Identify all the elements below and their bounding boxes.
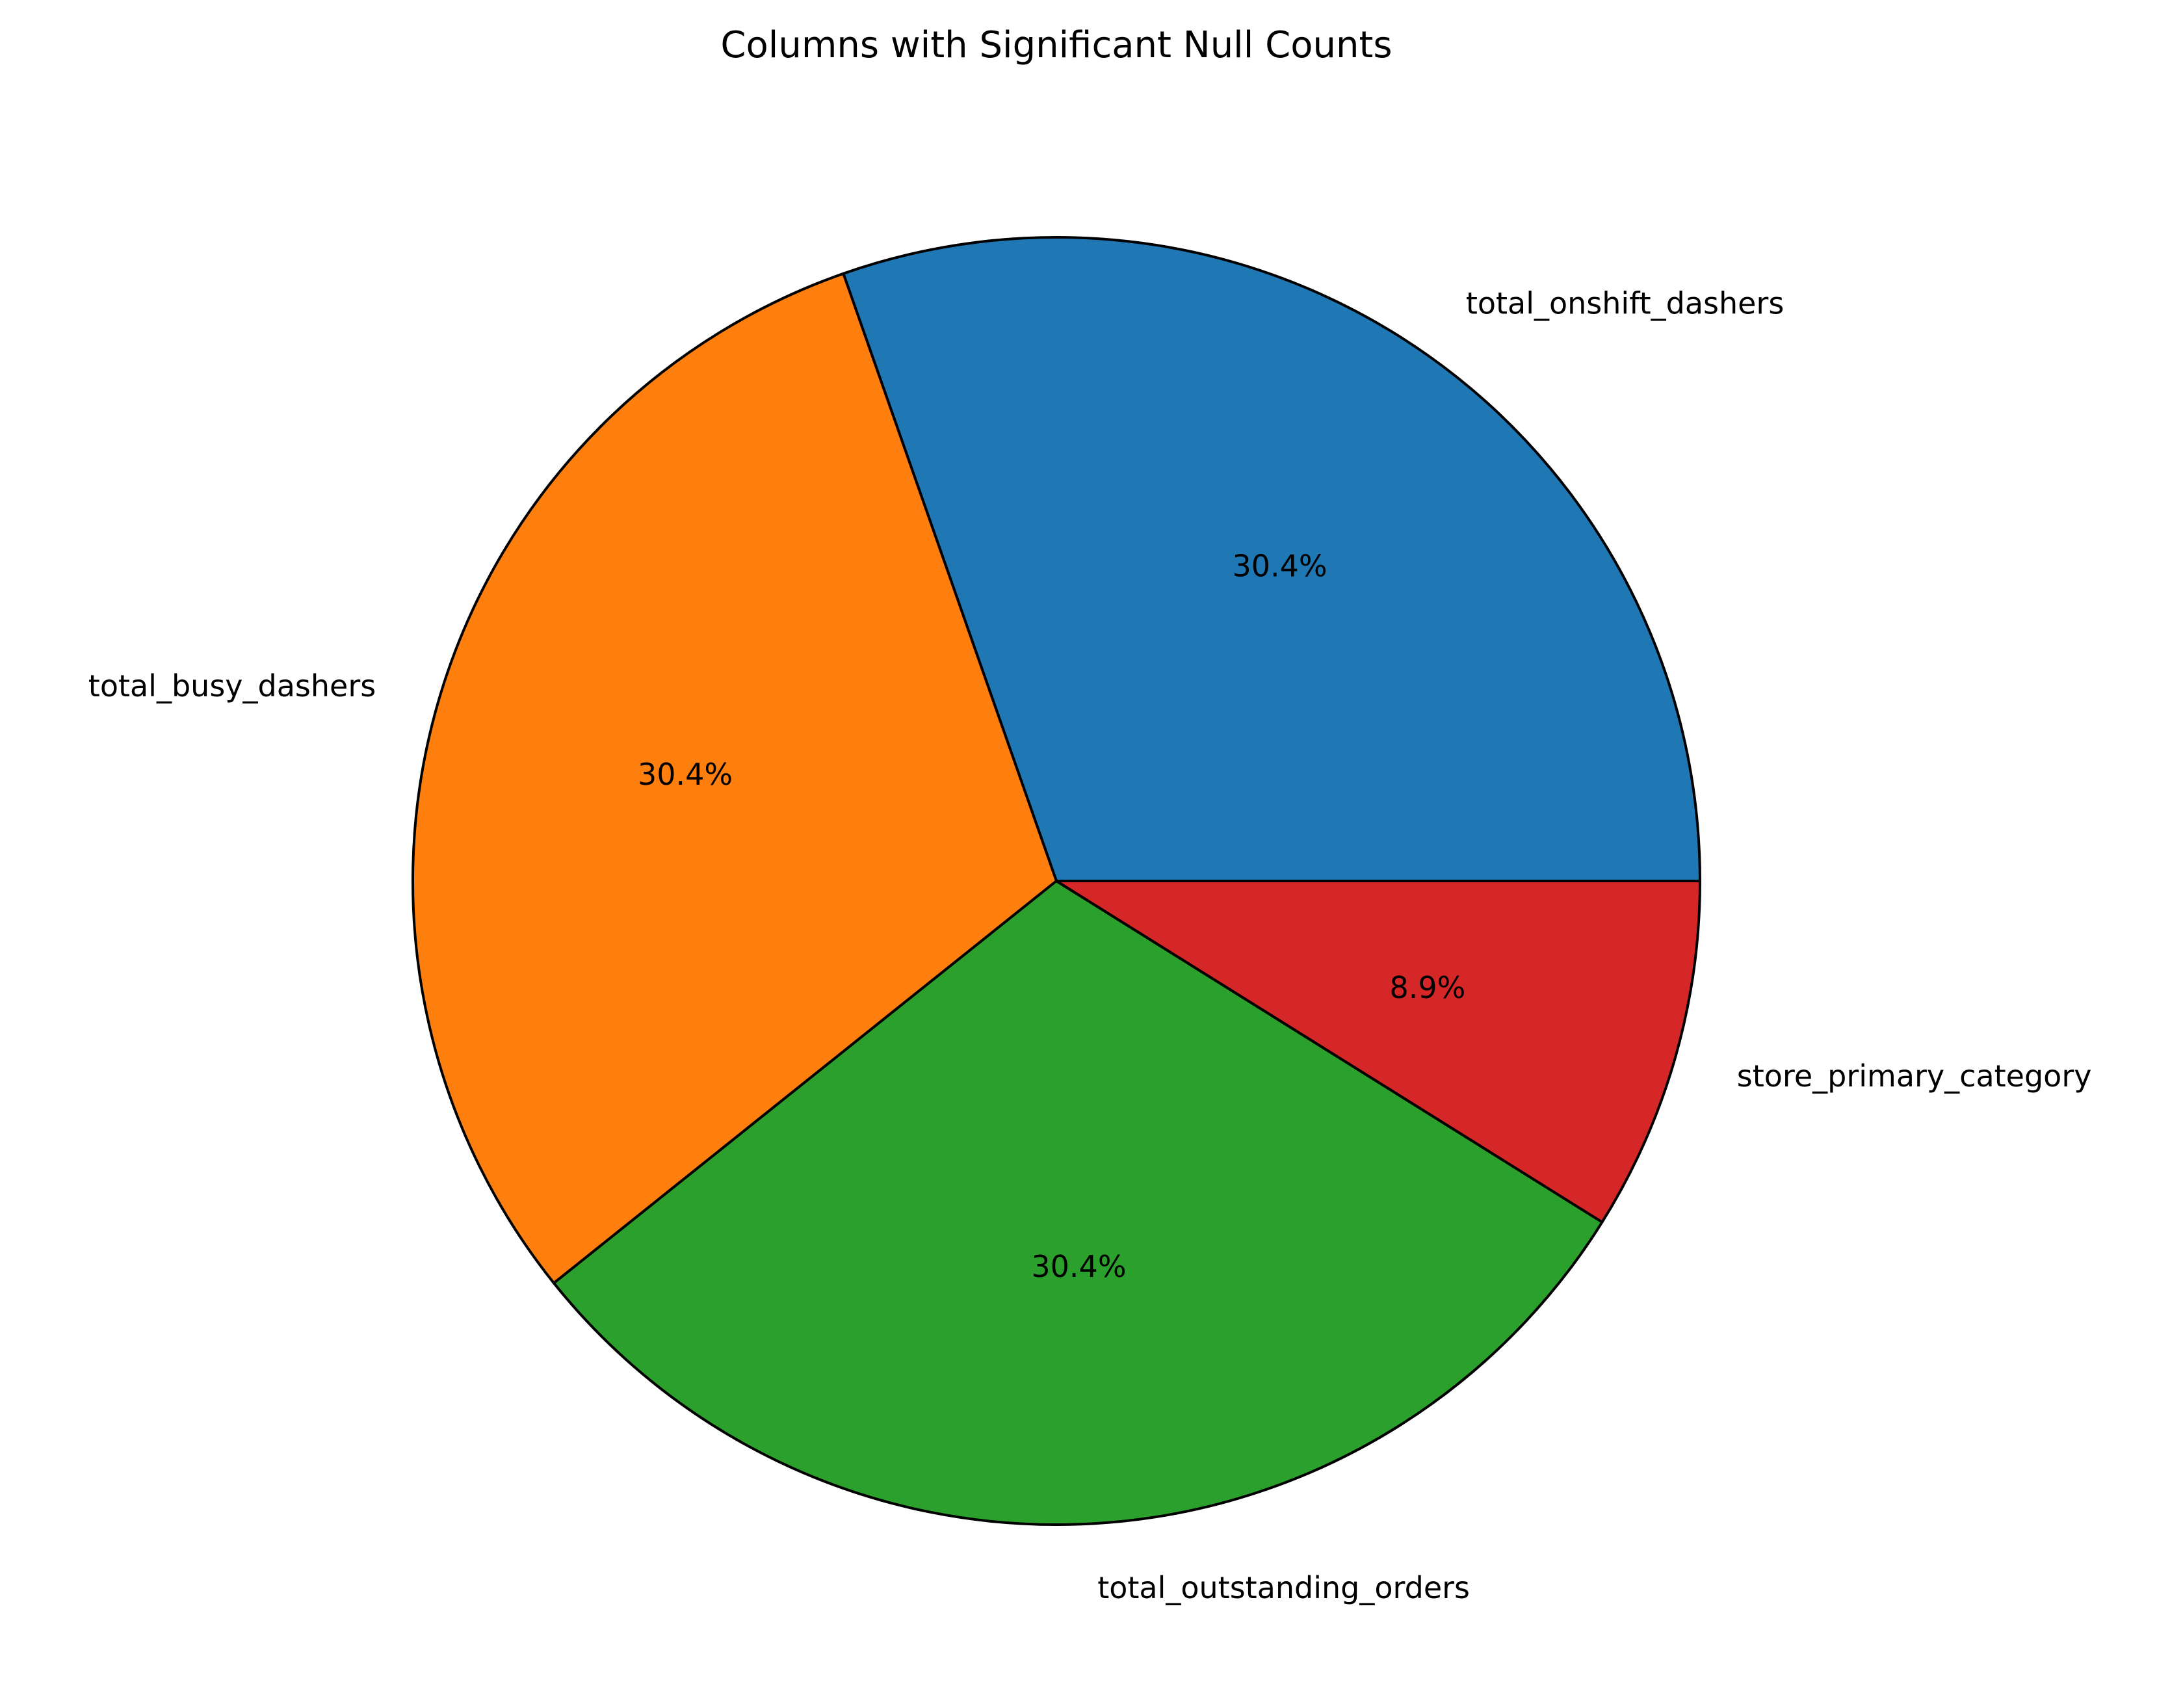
pie-percent-label: 8.9% [1390, 970, 1466, 1005]
pie-category-label: total_busy_dashers [88, 668, 376, 703]
pie-slice-store-primary-category [1055, 880, 1701, 1224]
pie-slice-total-busy-dashers [412, 272, 1058, 1285]
pie-category-label: total_onshift_dashers [1466, 286, 1784, 321]
pie-percent-label: 30.4% [1031, 1249, 1126, 1284]
pie-percent-label: 30.4% [638, 757, 733, 792]
pie-labels: 30.4% total_onshift_dashers 30.4% total_bus… [88, 286, 2092, 1606]
pie-category-label: store_primary_category [1737, 1058, 2092, 1094]
pie-slice-total-onshift-dashers [842, 236, 1701, 882]
chart-title: Columns with Significant Null Counts [720, 24, 1392, 66]
pie-slices [412, 236, 1701, 1526]
pie-percent-label: 30.4% [1232, 548, 1327, 583]
pie-slice-total-outstanding-orders [552, 880, 1604, 1526]
pie-category-label: total_outstanding_orders [1097, 1570, 1470, 1605]
